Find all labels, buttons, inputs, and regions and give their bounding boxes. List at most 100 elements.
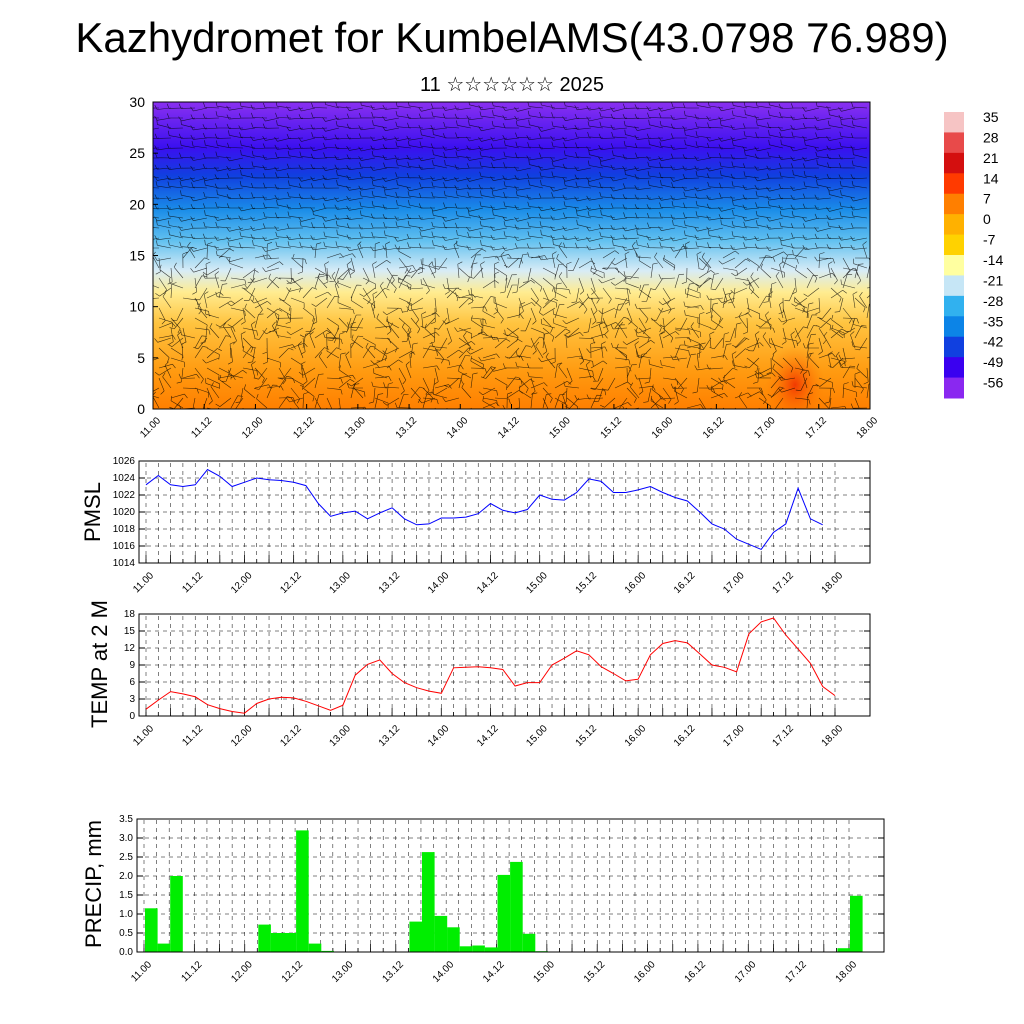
- heatmap-x-tick-label: 17.00: [752, 415, 778, 441]
- colorbar-swatch: [944, 173, 964, 195]
- x-tick-label: 14.12: [475, 723, 501, 749]
- precip-bar: [321, 950, 334, 952]
- x-tick-label: 17.00: [721, 570, 747, 596]
- heatmap-y-ticks: 0 5 10 15 20 25 30: [129, 94, 158, 417]
- heatmap-x-tick-label: 17.12: [803, 415, 829, 441]
- precip-axis-title: PRECIP, mm: [81, 820, 106, 948]
- y-tick-label: 3.5: [119, 814, 133, 825]
- colorbar-label: -56: [983, 375, 1003, 391]
- colorbar-label: 7: [983, 191, 991, 207]
- colorbar-label: -21: [983, 272, 1003, 288]
- precip-bar: [283, 933, 297, 952]
- colorbar-swatch: [944, 377, 964, 399]
- colorbar: 35 28 21 14 7 0 -7 -14 -21 -28 -35 -42 -49 -56: [944, 109, 1003, 399]
- y-tick-label: 9: [129, 660, 135, 671]
- heatmap-panel: 0 5 10 15 20 25 30 11.00 11.12 12.00 12.12 13.00 13…: [129, 94, 881, 441]
- x-tick-label: 11.12: [180, 723, 205, 748]
- x-tick-label: 15.00: [524, 570, 550, 596]
- colorbar-swatch: [944, 112, 964, 133]
- heatmap-y-tick-label: 15: [129, 248, 145, 264]
- temp-axis-title: TEMP at 2 M: [87, 600, 112, 728]
- precip-bar: [308, 943, 322, 952]
- panel-frame: [138, 613, 871, 717]
- y-tick-label: 1022: [113, 490, 136, 501]
- x-tick-label: 16.00: [632, 959, 658, 985]
- y-tick-label: 1026: [113, 456, 136, 467]
- y-tick-label: 1016: [113, 541, 136, 552]
- colorbar-label: -35: [983, 313, 1003, 329]
- colorbar-label: 0: [983, 211, 991, 227]
- colorbar-swatch: [944, 152, 964, 174]
- x-tick-label: 11.12: [180, 959, 205, 984]
- colorbar-label: 35: [983, 109, 999, 125]
- y-tick-label: 0: [129, 711, 135, 722]
- x-tick-label: 12.00: [229, 723, 255, 749]
- heatmap-x-tick-label: 12.00: [240, 415, 266, 441]
- y-tick-label: 12: [124, 643, 136, 654]
- x-tick-label: 17.12: [770, 723, 796, 749]
- x-tick-label: 17.12: [770, 570, 796, 596]
- heatmap-x-tick-label: 11.12: [189, 415, 214, 440]
- series-line: [145, 468, 823, 551]
- heatmap-hotspot: [765, 345, 825, 409]
- y-tick-label: 2.5: [119, 852, 133, 863]
- x-tick-label: 11.00: [129, 959, 154, 984]
- heatmap-x-tick-label: 15.00: [547, 415, 573, 441]
- pmsl-axis-title: PMSL: [80, 482, 105, 542]
- heatmap-y-tick-label: 5: [137, 350, 145, 366]
- y-tick-label: 0.0: [119, 947, 133, 958]
- colorbar-label: 21: [983, 150, 999, 166]
- x-tick-label: 11.12: [180, 570, 205, 595]
- precip-bar: [850, 895, 863, 952]
- precip-bar: [522, 933, 536, 952]
- x-tick-label: 12.00: [229, 570, 255, 596]
- precip-bar: [170, 876, 183, 952]
- x-tick-label: 14.00: [426, 570, 452, 596]
- heatmap-x-tick-label: 16.00: [650, 415, 676, 441]
- chart-title: Kazhydromet for KumbelAMS(43.0798 76.989…: [75, 14, 949, 61]
- y-tick-label: 1018: [113, 524, 136, 535]
- heatmap-y-tick-label: 10: [129, 299, 145, 315]
- chart-subtitle: 11 ☆☆☆☆☆☆ 2025: [420, 74, 604, 96]
- x-tick-label: 17.00: [733, 959, 759, 985]
- precip-bar: [459, 946, 473, 952]
- colorbar-label: 28: [983, 129, 999, 145]
- colorbar-swatch: [944, 316, 964, 338]
- x-tick-label: 16.12: [683, 959, 709, 985]
- x-tick-label: 13.00: [328, 570, 354, 596]
- x-tick-label: 14.12: [481, 959, 507, 985]
- x-tick-label: 16.12: [672, 723, 698, 749]
- precip-bar: [484, 947, 498, 952]
- precip-bar: [434, 915, 448, 952]
- x-tick-label: 15.00: [524, 723, 550, 749]
- heatmap-x-tick-label: 14.00: [445, 415, 471, 441]
- x-tick-label: 12.12: [280, 959, 306, 985]
- x-tick-label: 16.12: [672, 570, 698, 596]
- y-tick-label: 1020: [113, 507, 136, 518]
- precip-bar: [145, 908, 158, 952]
- x-tick-label: 15.00: [532, 959, 558, 985]
- colorbar-swatch: [944, 357, 964, 379]
- precip-bar: [510, 861, 523, 952]
- x-tick-label: 11.00: [131, 570, 156, 595]
- colorbar-label: -28: [983, 293, 1003, 309]
- precip-bar: [497, 874, 511, 952]
- heatmap-x-tick-label: 18.00: [855, 415, 881, 441]
- precip-panel: PRECIP, mm 0.0 0.5 1.0 1.5 2.0 2.5 3.0 3.5 11.00…: [81, 814, 885, 985]
- x-tick-label: 12.00: [229, 959, 255, 985]
- wind-barb-lines: [153, 102, 870, 409]
- heatmap-x-tick-label: 11.00: [138, 415, 163, 440]
- colorbar-swatch: [944, 336, 964, 358]
- precip-bar: [837, 948, 850, 952]
- colorbar-swatch: [944, 275, 964, 297]
- colorbar-swatch: [944, 193, 964, 215]
- panel-frame: [138, 460, 871, 564]
- y-tick-label: 15: [124, 626, 136, 637]
- x-tick-label: 14.00: [426, 723, 452, 749]
- x-tick-label: 16.00: [623, 723, 649, 749]
- heatmap-y-tick-label: 20: [129, 196, 145, 212]
- precip-bar: [296, 830, 309, 952]
- precip-bar: [472, 945, 485, 952]
- precip-bar: [258, 924, 271, 952]
- heatmap-x-tick-label: 12.12: [291, 415, 317, 441]
